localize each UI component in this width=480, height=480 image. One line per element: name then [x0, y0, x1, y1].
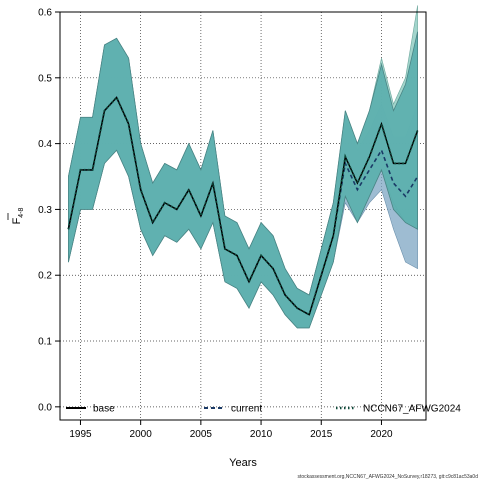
- plot-frame: [59, 11, 427, 421]
- x-tick-label: 2010: [250, 429, 273, 440]
- y-axis-title-main: F: [11, 217, 23, 224]
- x-tick-label: 2020: [370, 429, 393, 440]
- x-tick-label: 2000: [130, 429, 153, 440]
- x-axis-ticks: 1995 2000 2005 2010 2015 2020: [69, 420, 393, 440]
- y-axis-ticks: 0.0 0.1 0.2 0.3 0.4 0.5 0.6: [38, 8, 60, 413]
- y-tick-label: 0.3: [38, 205, 52, 216]
- x-tick-label: 1995: [69, 429, 92, 440]
- source-footnote: stockassessment.org,NCCN67_AFWG2024_NoSu…: [297, 474, 478, 480]
- y-tick-label: 0.5: [38, 73, 52, 84]
- x-axis-title: Years: [229, 457, 257, 469]
- legend: base current NCCN67_AFWG2024: [66, 404, 461, 415]
- legend-current-label: current: [231, 404, 262, 415]
- y-axis-title-subscript: 4-8: [18, 207, 25, 217]
- y-tick-label: 0.1: [38, 337, 52, 348]
- y-tick-label: 0.2: [38, 271, 52, 282]
- base-ci-band: [68, 31, 418, 329]
- x-tick-label: 2005: [190, 429, 213, 440]
- svg-text:F4-8: F4-8: [11, 207, 25, 224]
- y-tick-label: 0.6: [38, 8, 52, 19]
- nccn67-line: [67, 95, 419, 317]
- legend-nccn67-label: NCCN67_AFWG2024: [363, 404, 461, 415]
- y-axis-title: F4-8: [7, 207, 25, 224]
- legend-base-label: base: [93, 404, 115, 415]
- series-lines: [67, 95, 419, 317]
- y-tick-label: 0.0: [38, 402, 52, 413]
- x-tick-label: 2015: [310, 429, 333, 440]
- y-tick-label: 0.4: [38, 139, 52, 150]
